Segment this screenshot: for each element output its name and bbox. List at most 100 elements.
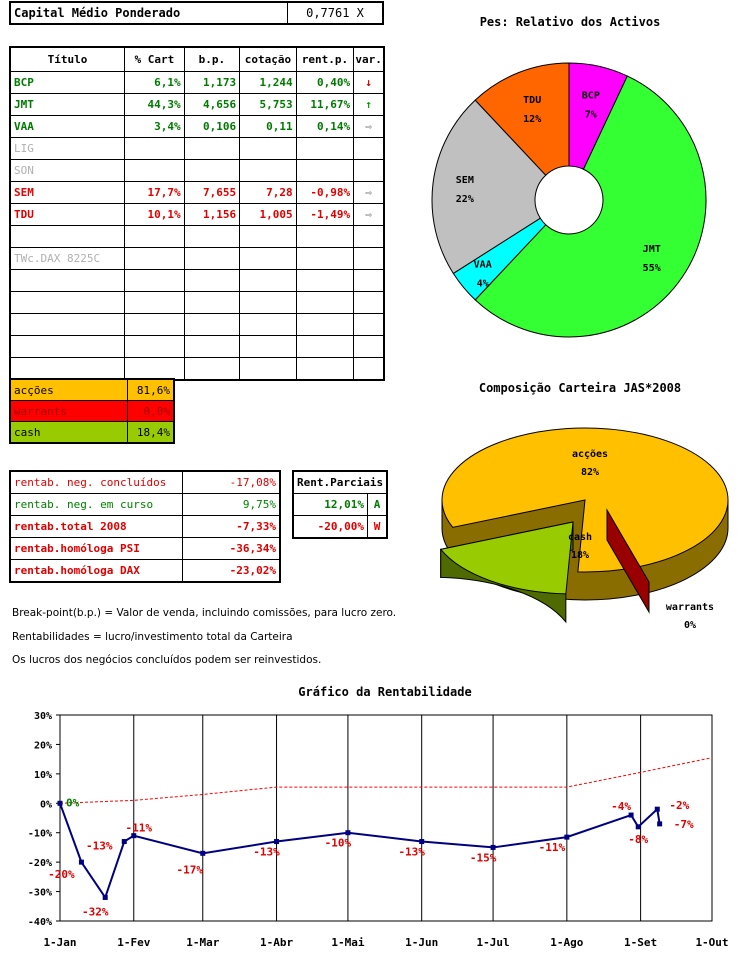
titulo-cell <box>9 335 126 358</box>
value-cell: 11,67% <box>295 93 355 116</box>
rentabilidade-value: -36,34% <box>182 537 281 560</box>
allocation-value: 0,0% <box>127 400 175 422</box>
value-cell: 7,28 <box>239 181 297 204</box>
table-row: SON <box>9 159 385 182</box>
value-cell <box>124 335 185 358</box>
value-cell: 0,14% <box>295 115 355 138</box>
var-cell <box>353 313 385 336</box>
allocation-label: acções <box>9 378 128 401</box>
var-cell <box>353 159 385 182</box>
table-row: JMT 44,3% 4,656 5,753 11,67% ↑ <box>9 93 385 116</box>
value-cell: 5,753 <box>239 93 297 116</box>
value-cell <box>183 159 241 182</box>
value-cell <box>124 137 185 160</box>
value-cell <box>124 357 185 381</box>
data-label: -13% <box>253 846 280 859</box>
value-cell <box>183 269 241 292</box>
doughnut-value-label: 4% <box>477 278 489 289</box>
parciais-tag: W <box>367 515 388 539</box>
value-cell <box>183 335 241 358</box>
rentabilidade-value: -17,08% <box>182 470 281 494</box>
rentabilidade-label: rentab. neg. concluídos <box>9 470 183 494</box>
rentabilidade-row: rentab. neg. em curso 9,75% <box>9 493 281 516</box>
doughnut-category-label: VAA <box>474 259 492 270</box>
value-cell <box>295 291 355 314</box>
rentabilidade-value: 9,75% <box>182 493 281 516</box>
pie3d-slice-accoes <box>441 427 729 573</box>
value-cell: 44,3% <box>124 93 185 116</box>
parciais-value: -20,00% <box>292 515 369 539</box>
data-label: -8% <box>628 833 648 846</box>
rentabilidade-row: rentab.homóloga PSI -36,34% <box>9 537 281 560</box>
doughnut-slice-tdu <box>474 62 570 176</box>
allocation-row: acções 81,6% <box>9 378 175 401</box>
x-tick-label: 1-Ago <box>550 936 583 949</box>
table-row <box>9 269 385 292</box>
value-cell: 1,173 <box>183 71 241 94</box>
header-bp: b.p. <box>183 46 241 72</box>
pie3d-slice-cash <box>439 521 574 595</box>
note-rentabilidades: Rentabilidades = lucro/investimento tota… <box>12 631 293 643</box>
parciais-header: Rent.Parciais <box>292 470 388 494</box>
allocation-label: warrants <box>9 400 128 422</box>
x-tick-label: 1-Abr <box>260 936 293 949</box>
data-point <box>654 806 660 812</box>
note-lucros: Os lucros dos negócios concluídos podem … <box>12 654 322 666</box>
header-rent: rent.p. <box>295 46 355 72</box>
value-cell: 1,244 <box>239 71 297 94</box>
value-cell <box>295 313 355 336</box>
titulo-cell: SEM <box>9 181 126 204</box>
line-chart: 30% 20% 10% 0% -10% -20% -30% -40% 1-Jan 1-Fev 1-M… <box>28 711 729 949</box>
x-tick-label: 1-Out <box>695 936 728 949</box>
titulo-cell: VAA <box>9 115 126 138</box>
data-point <box>57 800 63 806</box>
data-label: -13% <box>398 846 425 859</box>
value-cell: 17,7% <box>124 181 185 204</box>
allocation-row: warrants 0,0% <box>9 400 175 422</box>
value-cell <box>239 313 297 336</box>
var-cell <box>353 137 385 160</box>
arrow-right-icon: ⇨ <box>353 181 385 204</box>
table-row <box>9 357 385 381</box>
titles-table: Título % Cart b.p. cotação rent.p. var. … <box>9 46 385 381</box>
value-cell <box>239 269 297 292</box>
titulo-cell: BCP <box>9 71 126 94</box>
value-cell <box>124 313 185 336</box>
data-label: -11% <box>539 841 566 854</box>
rentabilidade-value: -7,33% <box>182 515 281 538</box>
value-cell <box>295 137 355 160</box>
data-label: -10% <box>325 837 352 850</box>
pie3d-value-label: 18% <box>571 550 589 561</box>
value-cell <box>295 159 355 182</box>
data-point <box>345 830 351 836</box>
value-cell: 1,156 <box>183 203 241 226</box>
y-tick-label: -20% <box>28 858 52 869</box>
value-cell <box>239 335 297 358</box>
value-cell: 6,1% <box>124 71 185 94</box>
plot-area <box>59 714 713 922</box>
rentabilidade-label: rentab. neg. em curso <box>9 493 183 516</box>
note-breakpoint: Break-point(b.p.) = Valor de venda, incl… <box>12 607 397 619</box>
var-cell <box>353 225 385 248</box>
value-cell: 10,1% <box>124 203 185 226</box>
x-tick-label: 1-Mai <box>331 936 364 949</box>
doughnut-value-label: 7% <box>585 109 597 120</box>
value-cell: 0,40% <box>295 71 355 94</box>
capital-label: Capital Médio Ponderado <box>9 1 288 25</box>
parciais-row: 12,01% A <box>292 493 388 516</box>
allocation-value: 81,6% <box>127 378 175 401</box>
pie3d-title: Composição Carteira JAS*2008 <box>478 381 682 395</box>
header-titulo: Título <box>9 46 126 72</box>
data-point <box>121 839 127 845</box>
value-cell <box>295 269 355 292</box>
table-row: SEM 17,7% 7,655 7,28 -0,98% ⇨ <box>9 181 385 204</box>
rentabilidade-label: rentab.homóloga DAX <box>9 559 183 583</box>
data-point <box>131 833 137 839</box>
value-cell <box>183 291 241 314</box>
var-cell <box>353 291 385 314</box>
data-label: -4% <box>611 800 631 813</box>
parciais-value: 12,01% <box>292 493 369 516</box>
arrow-right-icon: ⇨ <box>353 115 385 138</box>
y-tick-label: -40% <box>28 917 52 928</box>
arrow-down-icon: ↓ <box>353 71 385 94</box>
